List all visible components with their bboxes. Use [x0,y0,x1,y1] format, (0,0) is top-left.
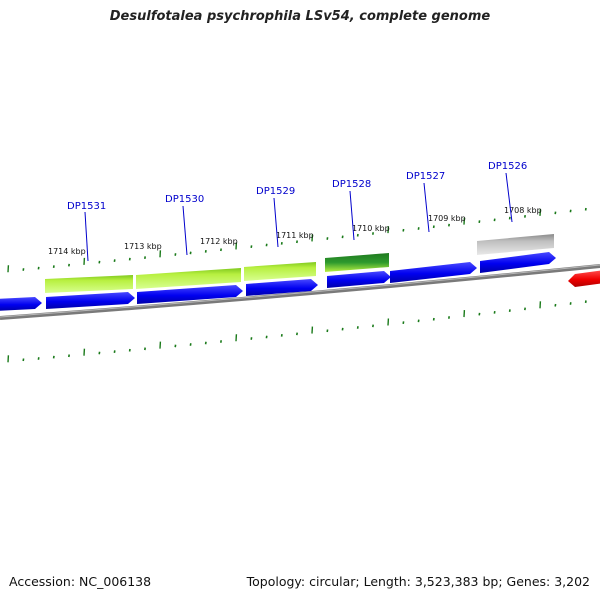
cds-arrow-forward [390,262,477,283]
inner-tick-ring [7,300,587,363]
cds-arrow-forward [246,279,318,296]
gene-label: DP1529 [256,186,295,197]
cds-arrow-forward [327,271,391,288]
cds-arrow-forward [480,252,556,273]
gene-label: DP1526 [488,161,527,172]
gene-callout-line [84,211,89,262]
cog-feature [477,234,554,255]
cog-feature-track [45,234,554,293]
gene-callout-line [182,205,188,256]
cds-arrow-reverse [568,270,600,287]
kbp-label: 1713 kbp [124,242,162,251]
gene-callout-line [273,197,279,248]
kbp-label: 1710 kbp [352,224,390,233]
accession-value: NC_006138 [79,574,152,589]
gene-label: DP1527 [406,171,445,182]
kbp-labels: 1714 kbp 1713 kbp 1712 kbp 1711 kbp 1710… [48,206,542,256]
cog-feature [325,253,389,272]
kbp-label: 1714 kbp [48,247,86,256]
gene-labels: DP1531 DP1530 DP1529 DP1528 DP1527 DP152… [67,161,527,212]
accession-info: Accession: NC_006138 [9,574,151,589]
kbp-label: 1712 kbp [200,237,238,246]
cds-arrow-forward [137,285,243,304]
kbp-label: 1709 kbp [428,214,466,223]
cog-feature [136,268,241,289]
gene-label: DP1528 [332,179,371,190]
accession-label: Accession: [9,574,76,589]
outer-tick-ring [7,207,587,273]
kbp-label: 1708 kbp [504,206,542,215]
cog-feature [45,275,133,293]
kbp-label: 1711 kbp [276,231,314,240]
gene-callout-line [505,172,513,223]
gene-callout-line [349,190,355,241]
genome-backbone [0,264,600,320]
gene-label: DP1531 [67,201,106,212]
genome-summary: Topology: circular; Length: 3,523,383 bp… [246,574,590,589]
gene-callouts [84,172,513,262]
cds-arrow-forward [46,292,135,309]
map-title: Desulfotalea psychrophila LSv54, complet… [109,9,491,24]
gene-callout-line [423,182,430,233]
cds-arrow-forward [0,297,42,311]
cds-feature-track [0,252,600,311]
genome-backbone-highlight [0,264,600,318]
gene-label: DP1530 [165,194,204,205]
cog-feature [244,262,316,281]
